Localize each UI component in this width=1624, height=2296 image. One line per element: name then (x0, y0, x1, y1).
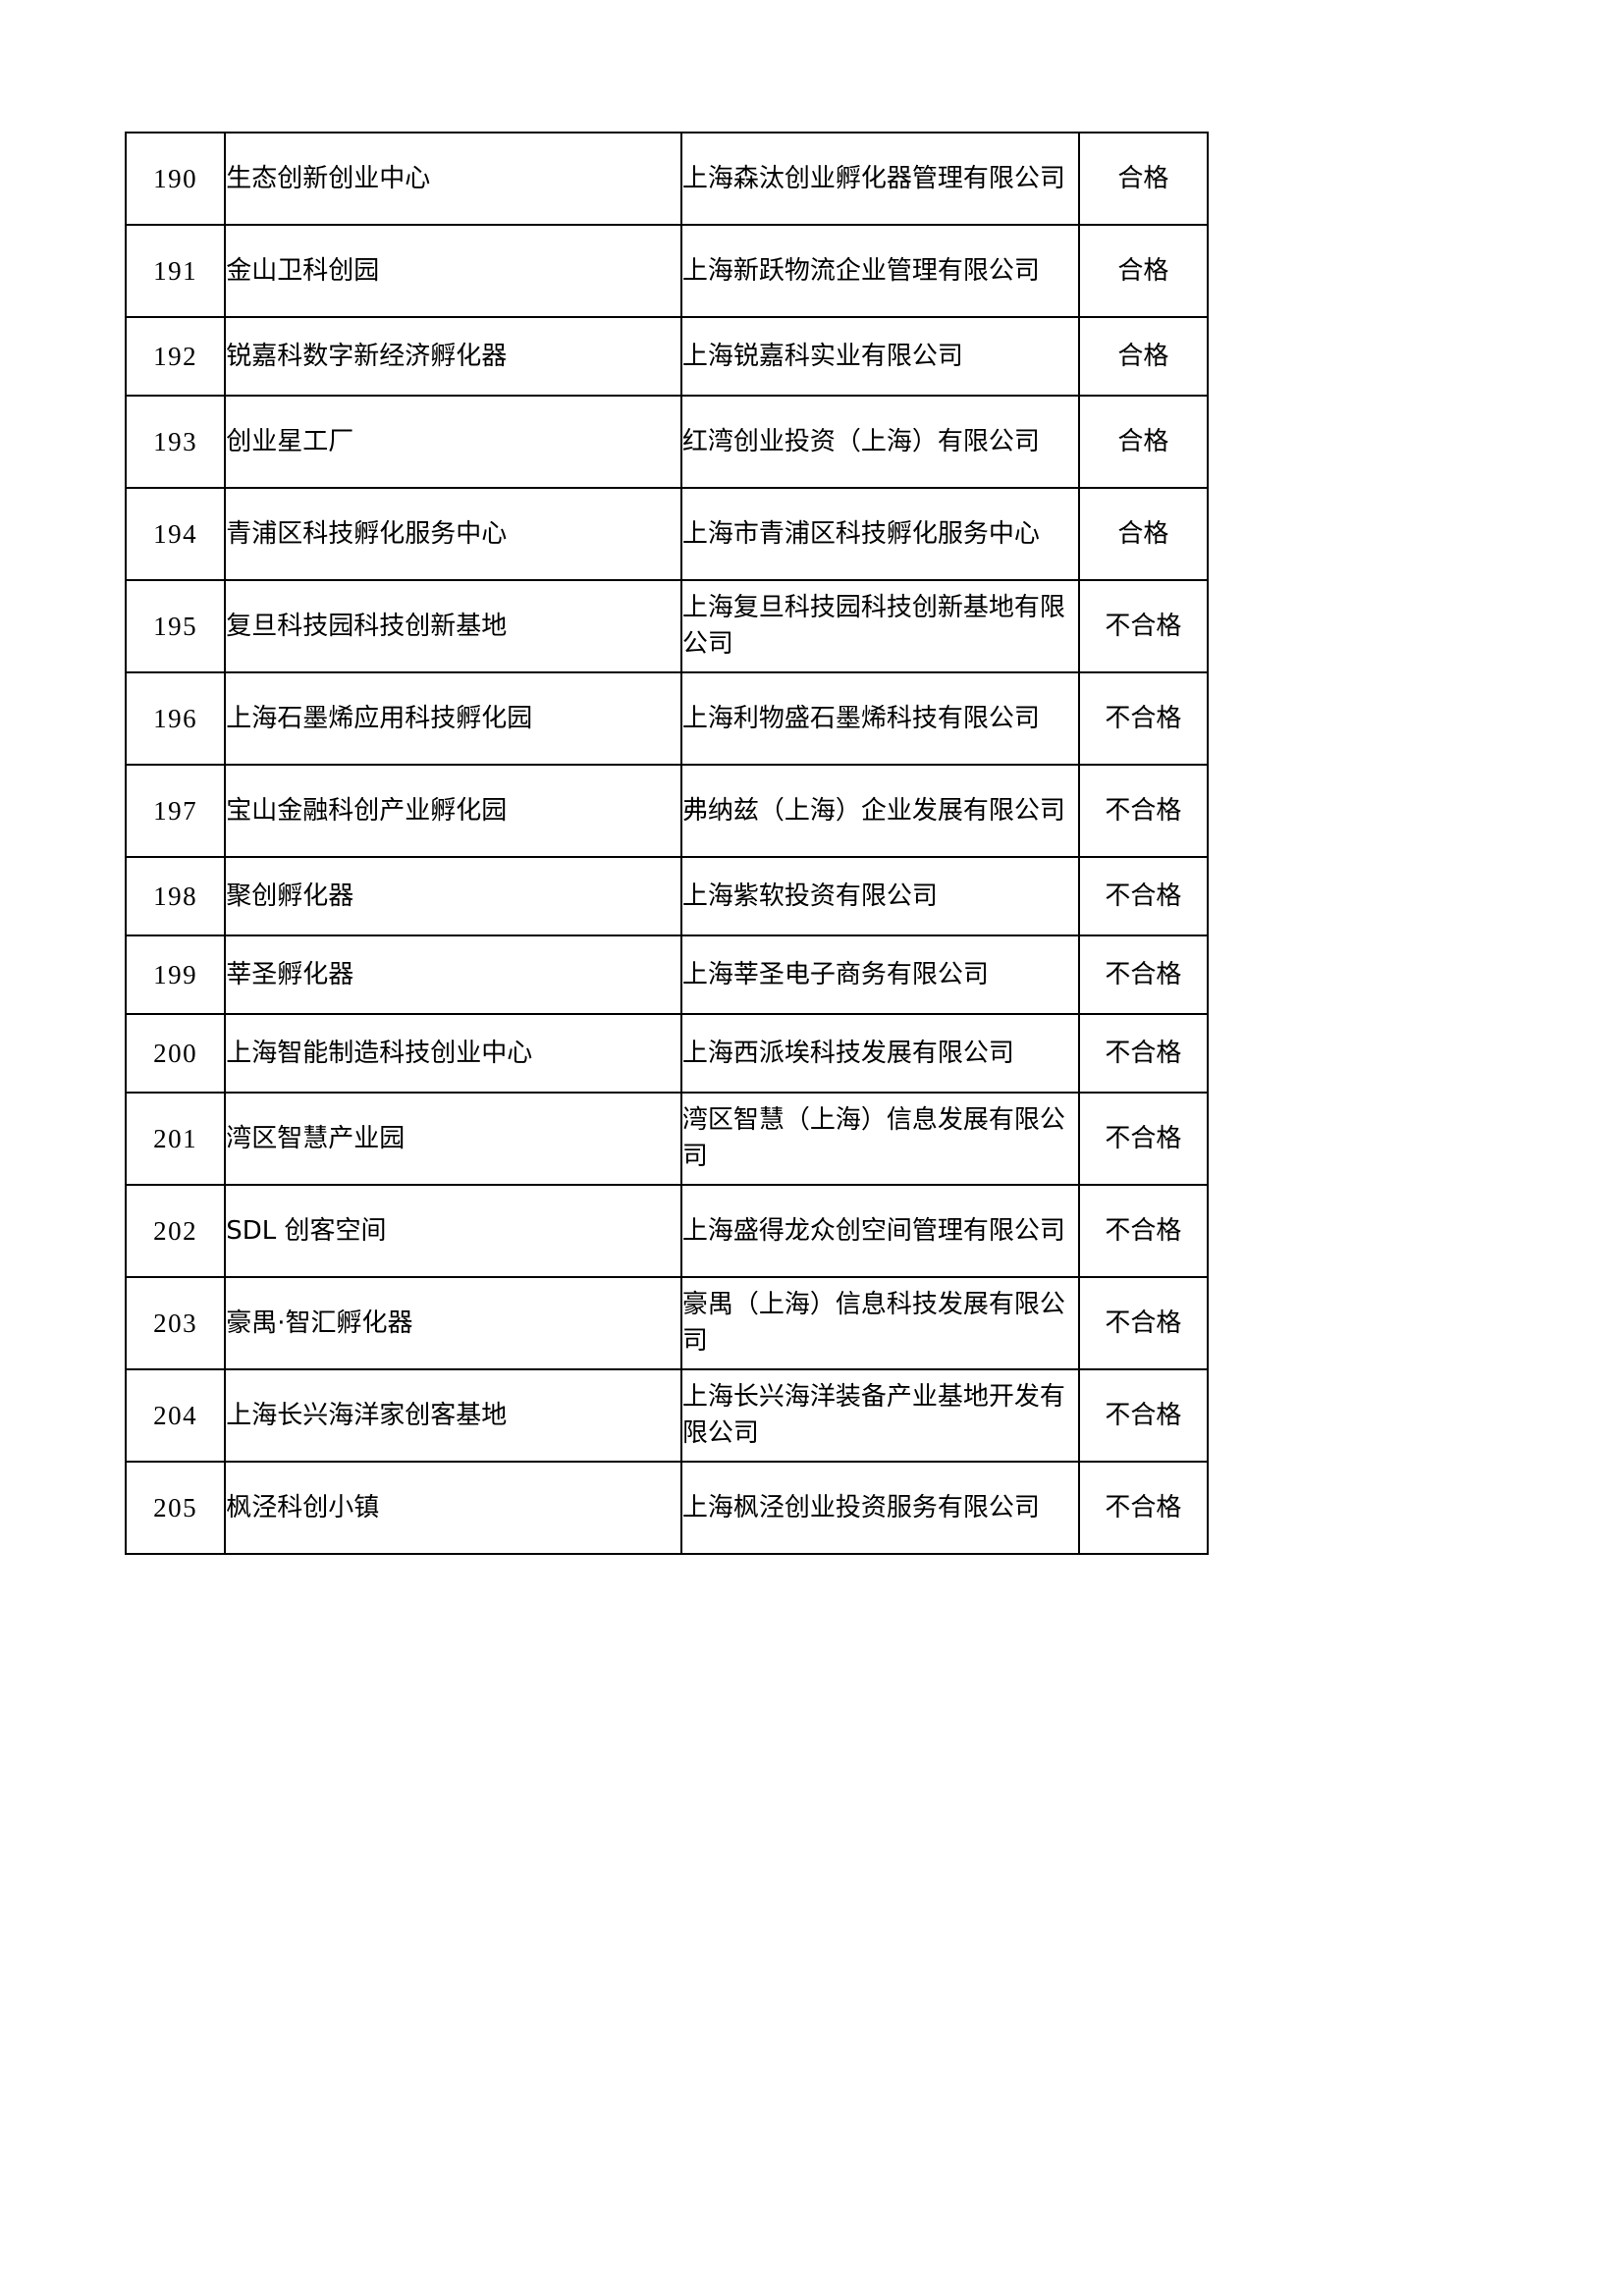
table-body: 190 生态创新创业中心 上海森汰创业孵化器管理有限公司 合格 191 金山卫科… (124, 132, 1210, 1555)
incubator-name: 豪禺·智汇孵化器 (224, 1276, 682, 1370)
incubator-name: 金山卫科创园 (224, 224, 682, 318)
row-index: 191 (124, 224, 227, 318)
row-index: 201 (124, 1092, 227, 1186)
operating-org: 红湾创业投资（上海）有限公司 (679, 395, 1080, 489)
operating-org: 上海盛得龙众创空间管理有限公司 (679, 1184, 1080, 1278)
evaluation-result: 合格 (1077, 316, 1210, 397)
table-row: 205 枫泾科创小镇 上海枫泾创业投资服务有限公司 不合格 (124, 1461, 1210, 1555)
table-row: 195 复旦科技园科技创新基地 上海复旦科技园科技创新基地有限公司 不合格 (124, 579, 1210, 673)
operating-org: 上海枫泾创业投资服务有限公司 (679, 1461, 1080, 1555)
evaluation-result: 合格 (1077, 395, 1210, 489)
evaluation-result: 不合格 (1077, 1092, 1210, 1186)
table-row: 200 上海智能制造科技创业中心 上海西派埃科技发展有限公司 不合格 (124, 1013, 1210, 1094)
operating-org: 湾区智慧（上海）信息发展有限公司 (679, 1092, 1080, 1186)
evaluation-result: 不合格 (1077, 764, 1210, 858)
operating-org: 上海紫软投资有限公司 (679, 856, 1080, 936)
evaluation-result: 不合格 (1077, 1276, 1210, 1370)
evaluation-result: 不合格 (1077, 856, 1210, 936)
incubator-name: SDL 创客空间 (224, 1184, 682, 1278)
row-index: 190 (124, 132, 227, 226)
operating-org: 上海森汰创业孵化器管理有限公司 (679, 132, 1080, 226)
row-index: 198 (124, 856, 227, 936)
incubator-name: 创业星工厂 (224, 395, 682, 489)
table-row: 198 聚创孵化器 上海紫软投资有限公司 不合格 (124, 856, 1210, 936)
incubator-name: 枫泾科创小镇 (224, 1461, 682, 1555)
row-index: 194 (124, 487, 227, 581)
operating-org: 上海长兴海洋装备产业基地开发有限公司 (679, 1368, 1080, 1463)
table-row: 202 SDL 创客空间 上海盛得龙众创空间管理有限公司 不合格 (124, 1184, 1210, 1278)
evaluation-result: 不合格 (1077, 1013, 1210, 1094)
evaluation-result: 合格 (1077, 487, 1210, 581)
row-index: 193 (124, 395, 227, 489)
operating-org: 上海西派埃科技发展有限公司 (679, 1013, 1080, 1094)
evaluation-result: 不合格 (1077, 1368, 1210, 1463)
table-container: 190 生态创新创业中心 上海森汰创业孵化器管理有限公司 合格 191 金山卫科… (124, 132, 1210, 1555)
incubator-name: 湾区智慧产业园 (224, 1092, 682, 1186)
row-index: 192 (124, 316, 227, 397)
table-row: 203 豪禺·智汇孵化器 豪禺（上海）信息科技发展有限公司 不合格 (124, 1276, 1210, 1370)
operating-org: 上海新跃物流企业管理有限公司 (679, 224, 1080, 318)
evaluation-result: 不合格 (1077, 1461, 1210, 1555)
incubator-name: 青浦区科技孵化服务中心 (224, 487, 682, 581)
operating-org: 上海市青浦区科技孵化服务中心 (679, 487, 1080, 581)
row-index: 199 (124, 934, 227, 1015)
incubator-name: 生态创新创业中心 (224, 132, 682, 226)
incubator-name: 复旦科技园科技创新基地 (224, 579, 682, 673)
table-row: 196 上海石墨烯应用科技孵化园 上海利物盛石墨烯科技有限公司 不合格 (124, 671, 1210, 766)
incubator-name: 上海石墨烯应用科技孵化园 (224, 671, 682, 766)
evaluation-result: 不合格 (1077, 934, 1210, 1015)
table-row: 204 上海长兴海洋家创客基地 上海长兴海洋装备产业基地开发有限公司 不合格 (124, 1368, 1210, 1463)
row-index: 195 (124, 579, 227, 673)
incubator-name: 聚创孵化器 (224, 856, 682, 936)
operating-org: 上海复旦科技园科技创新基地有限公司 (679, 579, 1080, 673)
incubator-name: 莘圣孵化器 (224, 934, 682, 1015)
operating-org: 弗纳兹（上海）企业发展有限公司 (679, 764, 1080, 858)
evaluation-result: 不合格 (1077, 671, 1210, 766)
evaluation-result: 不合格 (1077, 579, 1210, 673)
incubator-name: 上海智能制造科技创业中心 (224, 1013, 682, 1094)
evaluation-result: 不合格 (1077, 1184, 1210, 1278)
incubator-name: 宝山金融科创产业孵化园 (224, 764, 682, 858)
row-index: 196 (124, 671, 227, 766)
row-index: 203 (124, 1276, 227, 1370)
table-row: 201 湾区智慧产业园 湾区智慧（上海）信息发展有限公司 不合格 (124, 1092, 1210, 1186)
incubator-name: 上海长兴海洋家创客基地 (224, 1368, 682, 1463)
operating-org: 上海莘圣电子商务有限公司 (679, 934, 1080, 1015)
table-row: 194 青浦区科技孵化服务中心 上海市青浦区科技孵化服务中心 合格 (124, 487, 1210, 581)
incubator-listing-table: 190 生态创新创业中心 上海森汰创业孵化器管理有限公司 合格 191 金山卫科… (124, 132, 1210, 1555)
evaluation-result: 合格 (1077, 132, 1210, 226)
row-index: 202 (124, 1184, 227, 1278)
incubator-name: 锐嘉科数字新经济孵化器 (224, 316, 682, 397)
row-index: 200 (124, 1013, 227, 1094)
table-row: 199 莘圣孵化器 上海莘圣电子商务有限公司 不合格 (124, 934, 1210, 1015)
table-row: 190 生态创新创业中心 上海森汰创业孵化器管理有限公司 合格 (124, 132, 1210, 226)
evaluation-result: 合格 (1077, 224, 1210, 318)
table-row: 191 金山卫科创园 上海新跃物流企业管理有限公司 合格 (124, 224, 1210, 318)
table-row: 197 宝山金融科创产业孵化园 弗纳兹（上海）企业发展有限公司 不合格 (124, 764, 1210, 858)
operating-org: 上海利物盛石墨烯科技有限公司 (679, 671, 1080, 766)
operating-org: 上海锐嘉科实业有限公司 (679, 316, 1080, 397)
row-index: 204 (124, 1368, 227, 1463)
operating-org: 豪禺（上海）信息科技发展有限公司 (679, 1276, 1080, 1370)
table-row: 193 创业星工厂 红湾创业投资（上海）有限公司 合格 (124, 395, 1210, 489)
table-row: 192 锐嘉科数字新经济孵化器 上海锐嘉科实业有限公司 合格 (124, 316, 1210, 397)
row-index: 205 (124, 1461, 227, 1555)
row-index: 197 (124, 764, 227, 858)
